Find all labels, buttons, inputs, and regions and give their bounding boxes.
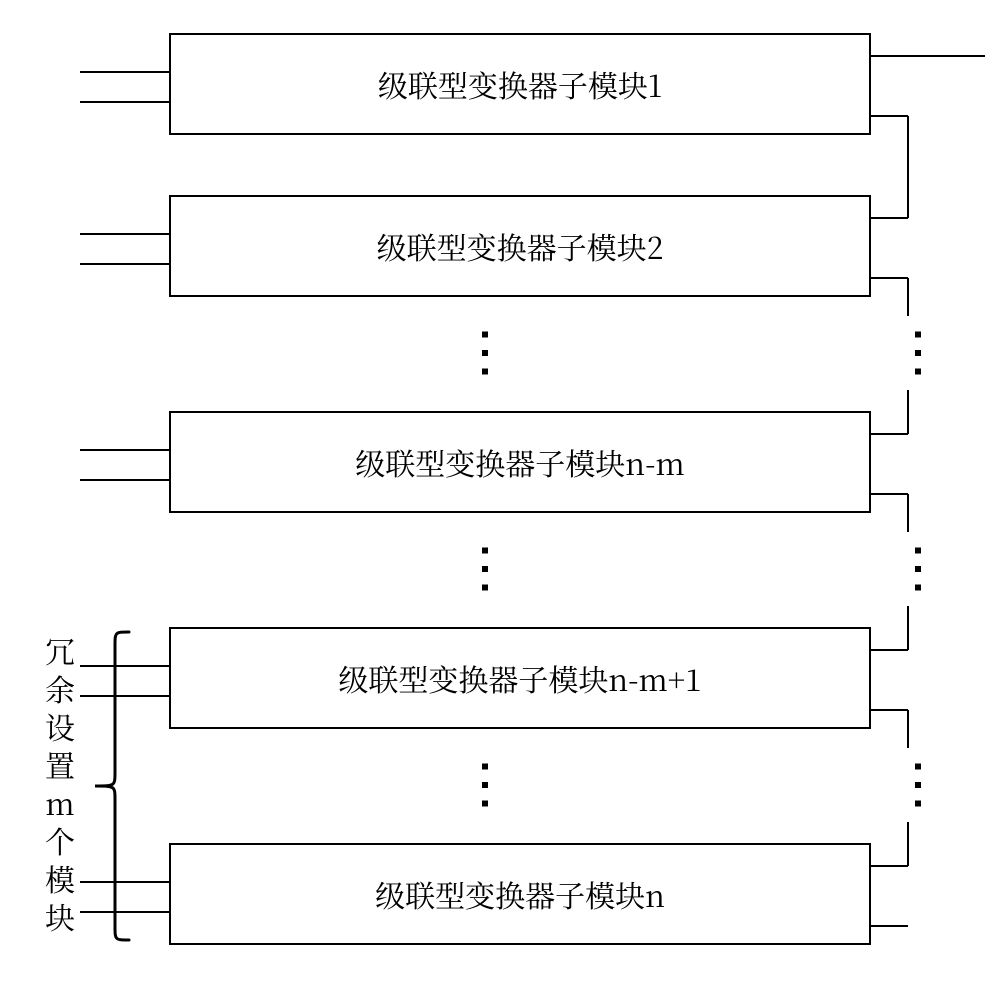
redundant-brace <box>95 632 129 940</box>
cascade-converter-diagram: 级联型变换器子模块1 级联型变换器子模块2 级联型变换器子模块n-m 级联型变换器子模… <box>0 0 1000 998</box>
ellipsis-center-2-dot-2 <box>482 801 488 807</box>
ellipsis-right-2-dot-1 <box>915 782 921 788</box>
ellipsis-right-0-dot-0 <box>915 332 921 338</box>
module-label-modn: 级联型变换器子模块n <box>375 872 665 916</box>
ellipsis-right-0-dot-2 <box>915 369 921 375</box>
ellipsis-center-0-dot-2 <box>482 369 488 375</box>
ellipsis-center-2-dot-0 <box>482 764 488 770</box>
ellipsis-right-2-dot-2 <box>915 801 921 807</box>
module-label-mod2: 级联型变换器子模块2 <box>377 224 664 268</box>
ellipsis-center-1-dot-1 <box>482 566 488 572</box>
ellipsis-center-1-dot-0 <box>482 548 488 554</box>
ellipsis-center-0-dot-1 <box>482 350 488 356</box>
module-label-modnm1: 级联型变换器子模块n-m+1 <box>338 656 701 700</box>
ellipsis-right-1-dot-0 <box>915 548 921 554</box>
ellipsis-center-1-dot-2 <box>482 585 488 591</box>
module-label-modnm: 级联型变换器子模块n-m <box>355 440 684 484</box>
ellipsis-right-1-dot-2 <box>915 585 921 591</box>
ellipsis-center-0-dot-0 <box>482 332 488 338</box>
ellipsis-right-2-dot-0 <box>915 764 921 770</box>
ellipsis-right-0-dot-1 <box>915 350 921 356</box>
module-label-mod1: 级联型变换器子模块1 <box>378 62 662 106</box>
brace-label-char-7: 块 <box>45 894 75 938</box>
ellipsis-right-1-dot-1 <box>915 566 921 572</box>
ellipsis-center-2-dot-1 <box>482 782 488 788</box>
